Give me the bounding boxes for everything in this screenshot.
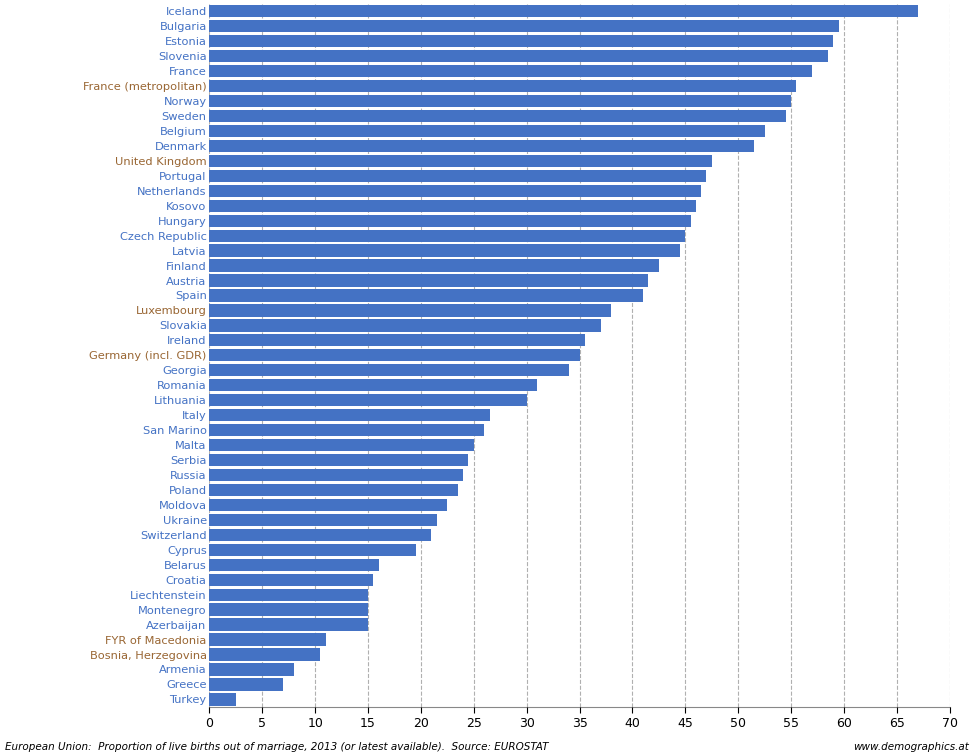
Bar [209, 439, 473, 451]
Bar [209, 80, 797, 92]
Bar [209, 528, 431, 541]
Bar [209, 65, 812, 77]
Text: www.demographics.at: www.demographics.at [853, 742, 969, 752]
Bar [209, 603, 368, 615]
Bar [209, 305, 612, 317]
Bar [209, 618, 368, 631]
Bar [209, 334, 584, 346]
Bar [209, 319, 601, 332]
Bar [209, 693, 236, 705]
Bar [209, 95, 791, 107]
Bar [209, 290, 643, 302]
Bar [209, 215, 691, 227]
Bar [209, 364, 569, 376]
Bar [209, 140, 754, 152]
Bar [209, 110, 786, 122]
Bar [209, 20, 839, 33]
Bar [209, 409, 490, 421]
Bar [209, 155, 712, 167]
Bar [209, 544, 416, 556]
Bar [209, 469, 464, 481]
Bar [209, 454, 468, 466]
Bar [209, 50, 828, 62]
Bar [209, 394, 527, 406]
Bar [209, 649, 320, 661]
Bar [209, 678, 283, 690]
Bar [209, 244, 680, 257]
Text: European Union:  Proportion of live births out of marriage, 2013 (or latest avai: European Union: Proportion of live birth… [5, 742, 548, 752]
Bar [209, 230, 686, 242]
Bar [209, 634, 325, 646]
Bar [209, 5, 918, 17]
Bar [209, 559, 379, 571]
Bar [209, 184, 701, 197]
Bar [209, 169, 706, 182]
Bar [209, 35, 834, 48]
Bar [209, 274, 649, 287]
Bar [209, 574, 373, 586]
Bar [209, 499, 447, 511]
Bar [209, 514, 436, 526]
Bar [209, 379, 538, 392]
Bar [209, 588, 368, 601]
Bar [209, 663, 294, 676]
Bar [209, 349, 580, 361]
Bar [209, 200, 695, 212]
Bar [209, 484, 458, 496]
Bar [209, 424, 484, 436]
Bar [209, 259, 658, 271]
Bar [209, 125, 765, 137]
